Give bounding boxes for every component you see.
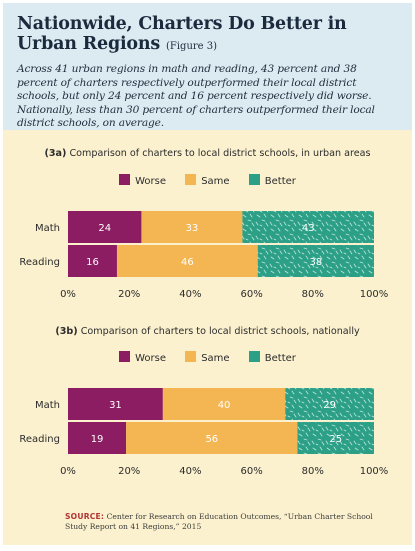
legend-worse: Worse <box>119 351 166 364</box>
title-line-2: Urban Regions <box>17 34 161 54</box>
legend-worse: Worse <box>119 174 166 187</box>
figure-title: Nationwide, Charters Do Better in Urban … <box>17 14 398 57</box>
bar-segment-same <box>116 245 258 277</box>
chart-3a-title-text: Comparison of charters to local district… <box>69 148 371 159</box>
bar-segment-worse <box>68 388 163 420</box>
category-label: Reading <box>19 434 60 445</box>
bar-segment-better <box>285 388 374 420</box>
bar-value-label: 24 <box>98 223 111 234</box>
bar-segment-better <box>242 211 374 243</box>
bar-value-label: 38 <box>309 257 322 268</box>
legend-same-swatch <box>185 351 197 362</box>
legend-better-swatch <box>248 174 260 185</box>
legend-better: Better <box>248 351 296 364</box>
legend-better-label: Better <box>264 176 296 187</box>
bar-segment-better <box>257 245 374 277</box>
chart-3a-title: (3a) Comparison of charters to local dis… <box>3 148 412 159</box>
bar-value-label: 29 <box>323 400 336 411</box>
x-tick-label: 60% <box>240 289 262 300</box>
bar-segment-worse <box>68 422 127 454</box>
figure-intro: Across 41 urban regions in math and read… <box>17 63 375 130</box>
legend-better: Better <box>248 174 296 187</box>
bar-segment-same <box>162 388 286 420</box>
figure-panel: Nationwide, Charters Do Better in Urban … <box>3 3 412 545</box>
source-label: SOURCE: <box>65 512 105 521</box>
x-tick-label: 80% <box>302 466 324 477</box>
x-tick-label: 100% <box>360 466 389 477</box>
bar-value-label: 46 <box>181 257 194 268</box>
bar-value-label: 19 <box>91 434 104 445</box>
category-label: Math <box>35 223 60 234</box>
x-tick-label: 80% <box>302 289 324 300</box>
bar-segment-same <box>141 211 243 243</box>
legend-better-label: Better <box>264 353 296 364</box>
x-tick-label: 20% <box>118 466 140 477</box>
figure-number: (Figure 3) <box>166 41 218 52</box>
bar-segment-worse <box>68 211 142 243</box>
bar-segment-same <box>126 422 298 454</box>
bar-value-label: 25 <box>329 434 342 445</box>
bar-value-label: 56 <box>205 434 218 445</box>
x-tick-label: 60% <box>240 466 262 477</box>
bar-value-label: 40 <box>218 400 231 411</box>
chart-3b-title: (3b) Comparison of charters to local dis… <box>3 326 412 337</box>
category-label: Reading <box>19 257 60 268</box>
legend-same-label: Same <box>201 353 230 364</box>
chart-3a-legend: Worse Same Better <box>3 174 412 187</box>
x-tick-label: 0% <box>60 289 76 300</box>
x-tick-label: 0% <box>60 466 76 477</box>
legend-worse-label: Worse <box>135 176 167 187</box>
chart-3a-id: (3a) <box>44 148 67 159</box>
bar-value-label: 33 <box>186 223 199 234</box>
legend-better-swatch <box>248 351 260 362</box>
bar-value-label: 16 <box>86 257 99 268</box>
x-tick-label: 40% <box>179 466 201 477</box>
chart-3b-legend: Worse Same Better <box>3 351 412 364</box>
chart-3b-plot: Math 31 40 29 Reading 19 56 25 0% 20% 40% 60% 80% 100… <box>19 388 389 477</box>
bar-segment-worse <box>68 245 117 277</box>
x-tick-label: 40% <box>179 289 201 300</box>
bar-value-label: 31 <box>109 400 122 411</box>
category-label: Math <box>35 400 60 411</box>
x-tick-label: 100% <box>360 289 389 300</box>
x-tick-label: 20% <box>118 289 140 300</box>
figure-header: Nationwide, Charters Do Better in Urban … <box>3 3 412 130</box>
legend-same: Same <box>185 351 230 364</box>
chart-3a-plot: Math 24 33 43 Reading 16 46 38 0% 20% 40% 60% 80% 100… <box>19 211 389 300</box>
bar-segment-better <box>297 422 374 454</box>
legend-same: Same <box>185 174 230 187</box>
chart-3b-title-text: Comparison of charters to local district… <box>80 326 360 337</box>
legend-same-swatch <box>185 174 197 185</box>
legend-worse-swatch <box>119 351 131 362</box>
source-text: Center for Research on Education Outcome… <box>65 512 373 531</box>
bar-value-label: 43 <box>302 223 315 234</box>
source-note: SOURCE: Center for Research on Education… <box>65 512 395 532</box>
chart-3b-id: (3b) <box>55 326 78 337</box>
legend-worse-label: Worse <box>135 353 167 364</box>
legend-same-label: Same <box>201 176 230 187</box>
title-line-1: Nationwide, Charters Do Better in <box>17 14 347 34</box>
legend-worse-swatch <box>119 174 131 185</box>
